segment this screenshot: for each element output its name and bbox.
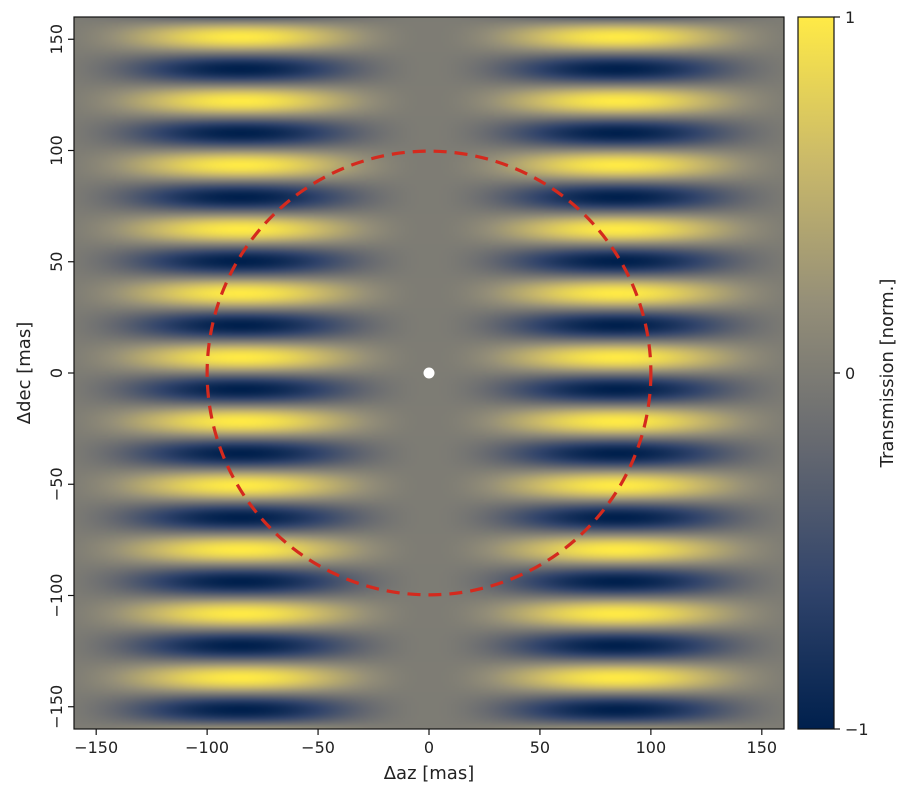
colorbar bbox=[797, 16, 835, 730]
y-axis-label: Δdec [mas] bbox=[14, 322, 35, 424]
x-tick-label: 0 bbox=[424, 738, 434, 757]
y-axis: −150 −100 −50 0 50 100 150 bbox=[47, 24, 74, 729]
x-tick-label: 150 bbox=[747, 738, 778, 757]
colorbar-axis: −1 0 1 bbox=[834, 8, 869, 739]
colorbar-tick-label: 1 bbox=[845, 8, 855, 27]
colorbar-label: Transmission [norm.] bbox=[877, 279, 898, 469]
y-tick-label: −100 bbox=[47, 574, 66, 618]
x-axis: −150 −100 −50 0 50 100 150 bbox=[74, 729, 777, 757]
y-tick-label: 150 bbox=[47, 24, 66, 55]
y-tick-label: 100 bbox=[47, 135, 66, 166]
colorbar-tick-label: −1 bbox=[845, 720, 869, 739]
y-tick-label: 0 bbox=[47, 368, 66, 378]
x-axis-label: Δaz [mas] bbox=[384, 763, 475, 784]
y-tick-label: 50 bbox=[47, 252, 66, 272]
colorbar-tick-label: 0 bbox=[845, 364, 855, 383]
x-tick-label: 50 bbox=[530, 738, 550, 757]
dashed-boundary-circle bbox=[205, 149, 653, 597]
x-tick-label: −50 bbox=[301, 738, 335, 757]
y-tick-label: −150 bbox=[47, 685, 66, 729]
y-tick-label: −50 bbox=[47, 467, 66, 501]
x-tick-label: −150 bbox=[74, 738, 118, 757]
x-tick-label: 100 bbox=[636, 738, 667, 757]
x-tick-label: −100 bbox=[185, 738, 229, 757]
center-point bbox=[423, 367, 435, 379]
